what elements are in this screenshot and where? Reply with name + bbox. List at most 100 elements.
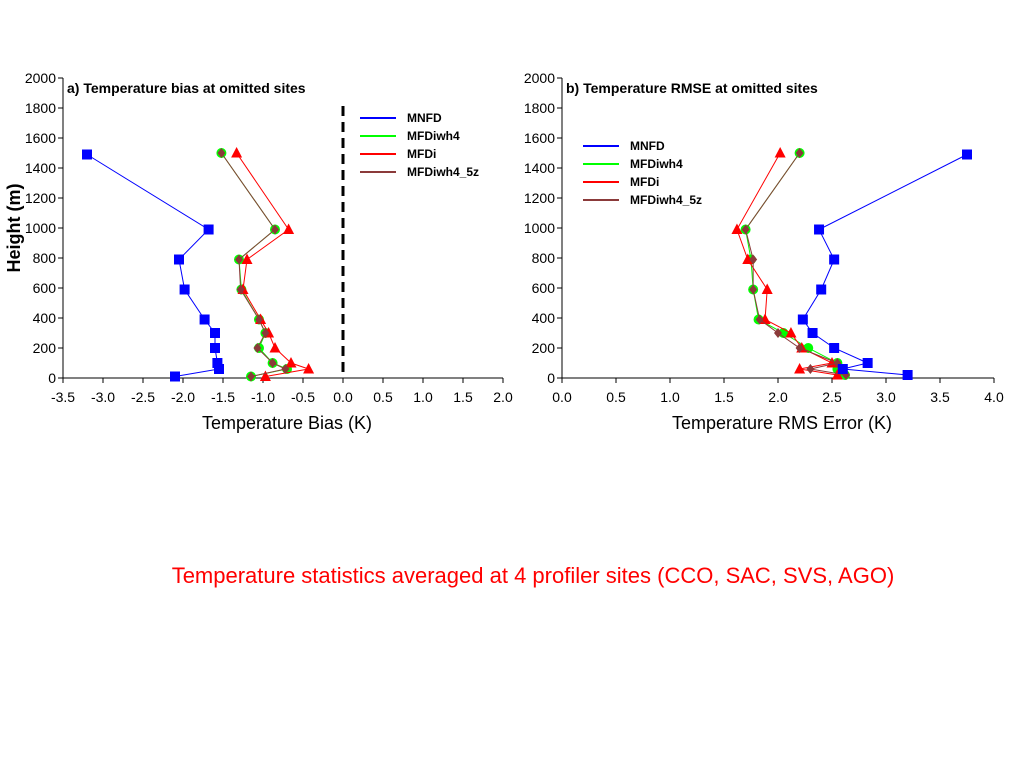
legend-label: MFDiwh4 — [630, 157, 683, 171]
series-mnfd — [82, 149, 224, 382]
y-tick-label: 400 — [532, 310, 556, 326]
data-point — [235, 254, 243, 265]
x-tick-label: -2.5 — [131, 389, 155, 405]
x-tick-label: 2.0 — [493, 389, 513, 405]
series-line — [736, 152, 838, 376]
data-point — [794, 363, 806, 374]
y-tick-label: 400 — [33, 310, 57, 326]
y-tick-label: 2000 — [25, 70, 56, 86]
data-point — [797, 314, 808, 325]
data-point — [212, 358, 223, 368]
y-tick-label: 1400 — [25, 160, 56, 176]
series-mfdi — [731, 147, 843, 380]
data-point — [174, 254, 184, 265]
data-point — [268, 358, 277, 368]
chart-title: a) Temperature bias at omitted sites — [67, 80, 306, 96]
data-point — [285, 357, 297, 368]
data-point — [862, 358, 873, 368]
data-point — [210, 343, 220, 353]
x-tick-label: 0.0 — [333, 389, 353, 405]
x-tick-label: 3.5 — [930, 389, 950, 405]
legend: MNFD MFDiwh4 MFDi MFDiwh4_5z — [583, 139, 702, 207]
data-point — [303, 363, 315, 374]
y-tick-label: 2000 — [524, 70, 555, 86]
data-point — [761, 283, 773, 294]
y-tick-label: 200 — [33, 340, 57, 356]
data-point — [261, 328, 270, 338]
chart-title: b) Temperature RMSE at omitted sites — [566, 80, 818, 96]
x-tick-label: -1.5 — [211, 389, 235, 405]
data-point — [231, 147, 243, 158]
series-mfdiwh4 — [216, 148, 292, 382]
data-point — [241, 253, 253, 264]
x-tick-label: 1.5 — [453, 389, 473, 405]
data-point — [253, 343, 262, 353]
data-point — [902, 370, 913, 380]
data-point — [962, 149, 972, 160]
y-tick-label: 0 — [48, 370, 56, 386]
x-tick-label: 2.0 — [768, 389, 788, 405]
data-point — [199, 314, 210, 325]
series-line — [236, 152, 309, 377]
data-point — [259, 370, 271, 381]
data-point — [217, 148, 226, 158]
series-line — [745, 152, 847, 376]
series-mfdiwh4_5z — [217, 148, 290, 382]
data-point — [283, 223, 295, 234]
x-tick-label: -2.0 — [171, 389, 195, 405]
x-tick-label: 1.5 — [714, 389, 734, 405]
data-point — [203, 224, 214, 235]
y-tick-label: 600 — [33, 280, 57, 296]
series-line — [220, 152, 289, 377]
data-point — [742, 253, 754, 264]
y-tick-label: 1000 — [524, 220, 555, 236]
x-tick-label: 1.0 — [413, 389, 433, 405]
series-line — [802, 154, 968, 376]
data-point — [214, 364, 224, 374]
x-tick-label: -3.0 — [91, 389, 115, 405]
legend: MNFD MFDiwh4 MFDi MFDiwh4_5z — [360, 111, 479, 179]
y-axis-label: Height (m) — [4, 184, 24, 273]
y-tick-label: 200 — [532, 340, 556, 356]
data-point — [774, 147, 786, 158]
x-tick-label: 0.5 — [373, 389, 393, 405]
data-point — [731, 223, 743, 234]
data-point — [269, 342, 281, 353]
data-point — [749, 284, 758, 295]
x-tick-label: 2.5 — [822, 389, 842, 405]
data-point — [749, 254, 758, 265]
legend-label: MNFD — [407, 111, 442, 125]
data-point — [814, 224, 825, 235]
data-point — [785, 327, 797, 338]
series-mfdiwh4_5z — [741, 148, 851, 380]
data-point — [741, 224, 750, 235]
y-tick-label: 1800 — [25, 100, 56, 116]
legend-label: MFDi — [407, 147, 436, 161]
x-axis-label: Temperature RMS Error (K) — [672, 413, 892, 433]
y-tick-label: 1200 — [25, 190, 56, 206]
data-point — [170, 371, 180, 382]
data-point — [816, 284, 827, 295]
figure-caption: Temperature statistics averaged at 4 pro… — [171, 563, 895, 588]
x-tick-label: 4.0 — [984, 389, 1004, 405]
x-tick-label: 0.0 — [552, 389, 572, 405]
series-line — [86, 154, 220, 377]
data-point — [829, 254, 840, 265]
data-point — [829, 343, 840, 353]
bias-chart: 0 200 400 600 800 1000 1200 1400 1600 1800 2000 -3.… — [4, 70, 513, 433]
data-point — [247, 371, 255, 382]
y-tick-label: 1200 — [524, 190, 555, 206]
data-point — [82, 149, 92, 160]
y-tick-label: 1000 — [25, 220, 56, 236]
y-tick-label: 1800 — [524, 100, 555, 116]
y-tick-label: 0 — [547, 370, 555, 386]
data-point — [795, 343, 804, 353]
series-mfdi — [231, 147, 315, 381]
data-point — [831, 369, 843, 380]
y-tick-label: 800 — [33, 250, 57, 266]
data-point — [255, 314, 263, 325]
y-tick-label: 1600 — [524, 130, 555, 146]
y-tick-label: 600 — [532, 280, 556, 296]
data-point — [837, 364, 848, 374]
